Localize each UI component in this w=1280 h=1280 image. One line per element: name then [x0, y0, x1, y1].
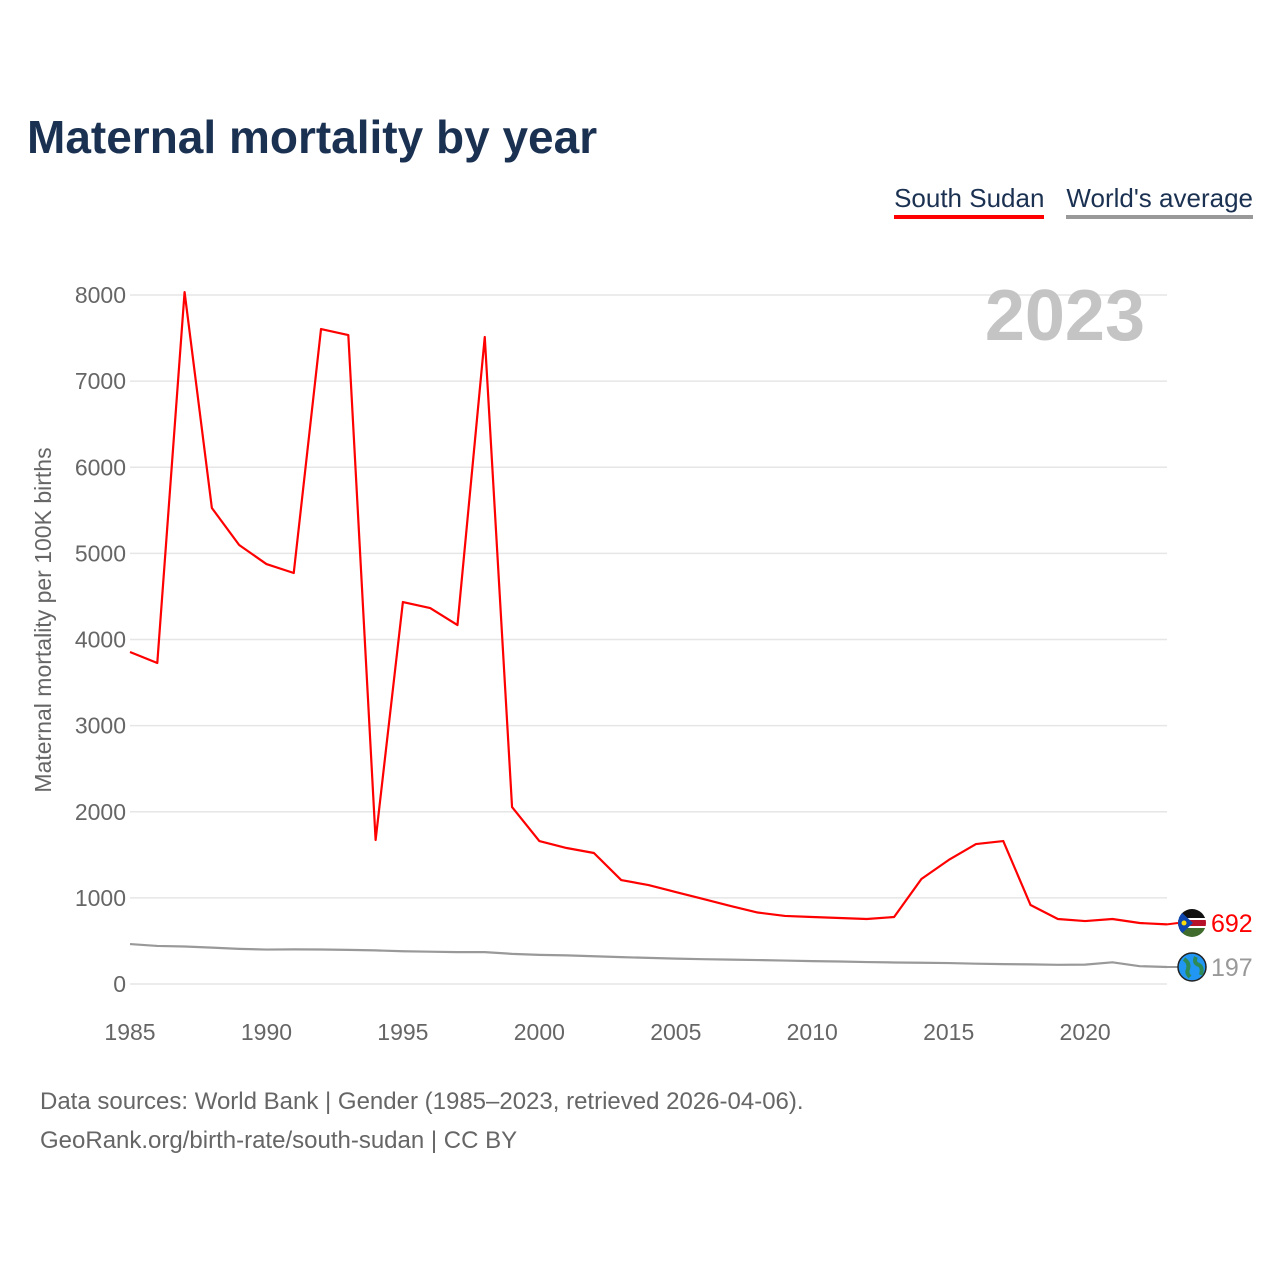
footer-sources: Data sources: World Bank | Gender (1985–…: [40, 1088, 804, 1115]
y-tick-label: 4000: [75, 627, 126, 653]
flag-stripe: [1178, 918, 1206, 920]
legend: South Sudan World's average: [894, 183, 1253, 219]
y-tick-label: 0: [113, 971, 126, 997]
legend-world-average[interactable]: World's average: [1066, 183, 1253, 219]
y-tick-label: 8000: [75, 282, 126, 308]
x-tick-label: 1995: [377, 1019, 428, 1045]
y-tick-label: 7000: [75, 368, 126, 394]
footer-credit: GeoRank.org/birth-rate/south-sudan | CC …: [40, 1127, 518, 1154]
y-tick-label: 6000: [75, 454, 126, 480]
y-tick-label: 2000: [75, 799, 126, 825]
y-tick-label: 5000: [75, 540, 126, 566]
legend-south-sudan[interactable]: South Sudan: [894, 183, 1045, 219]
x-tick-label: 2010: [787, 1019, 838, 1045]
y-tick-label: 3000: [75, 713, 126, 739]
flag-stripe: [1178, 909, 1206, 918]
x-tick-label: 2015: [923, 1019, 974, 1045]
x-tick-label: 2000: [514, 1019, 565, 1045]
year-label: 2023: [985, 276, 1145, 356]
x-tick-label: 1985: [104, 1019, 155, 1045]
south-sudan-end-value: 692: [1211, 910, 1253, 938]
flag-star: [1181, 920, 1187, 926]
x-tick-label: 1990: [241, 1019, 292, 1045]
flag-stripe: [1178, 928, 1206, 937]
y-axis-label: Maternal mortality per 100K births: [30, 447, 56, 792]
x-tick-label: 2005: [650, 1019, 701, 1045]
world-average-line: [129, 942, 1168, 969]
end-connector: [1166, 922, 1179, 926]
x-tick-label: 2020: [1060, 1019, 1111, 1045]
south-sudan-flag-icon: [1178, 909, 1206, 937]
globe-land: [1182, 956, 1204, 979]
south-sudan-line: [129, 290, 1168, 926]
y-tick-label: 1000: [75, 885, 126, 911]
flag-stripe: [1178, 926, 1206, 928]
world-end-value: 197: [1211, 954, 1253, 982]
chart-title: Maternal mortality by year: [27, 111, 598, 163]
